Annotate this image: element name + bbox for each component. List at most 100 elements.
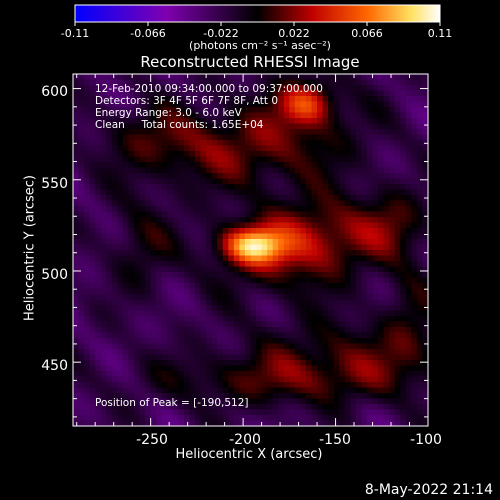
heatmap-cell [172, 74, 179, 81]
heatmap-cell [289, 398, 296, 405]
heatmap-cell [411, 129, 418, 136]
heatmap-cell [222, 178, 229, 185]
heatmap-cell [294, 321, 302, 328]
heatmap-cell [355, 316, 363, 323]
heatmap-cell [278, 420, 285, 427]
heatmap-cell [228, 299, 235, 306]
heatmap-cell [267, 79, 274, 86]
heatmap-cell [89, 140, 96, 147]
heatmap-cell [350, 299, 357, 306]
heatmap-cell [366, 321, 374, 328]
heatmap-cell [366, 167, 374, 174]
heatmap-cell [239, 382, 246, 389]
heatmap-cell [333, 338, 340, 345]
heatmap-cell [89, 332, 96, 339]
heatmap-cell [333, 376, 340, 383]
heatmap-cell [305, 79, 313, 86]
heatmap-cell [283, 393, 290, 400]
heatmap-cell [317, 371, 324, 378]
heatmap-cell [256, 123, 263, 130]
heatmap-cell [389, 195, 396, 202]
heatmap-cell [178, 299, 185, 306]
heatmap-cell [272, 140, 279, 147]
heatmap-cell [172, 261, 179, 268]
heatmap-cell [361, 112, 368, 119]
heatmap-cell [416, 321, 424, 328]
heatmap-cell [317, 349, 324, 356]
heatmap-cell [222, 404, 229, 411]
heatmap-cell [383, 387, 390, 394]
heatmap-cell [394, 277, 401, 284]
heatmap-cell [211, 420, 218, 427]
heatmap-cell [189, 277, 196, 284]
heatmap-cell [383, 382, 390, 389]
heatmap-cell [183, 184, 191, 191]
heatmap-cell [195, 151, 202, 158]
heatmap-cell [289, 365, 296, 372]
heatmap-cell [350, 211, 357, 218]
heatmap-cell [222, 107, 229, 114]
heatmap-cell [305, 261, 313, 268]
heatmap-cell [167, 288, 174, 295]
heatmap-cell [139, 206, 146, 213]
heatmap-cell [95, 222, 102, 229]
heatmap-cell [111, 145, 118, 152]
heatmap-cell [400, 299, 407, 306]
heatmap-cell [100, 206, 107, 213]
heatmap-cell [200, 398, 207, 405]
heatmap-cell [256, 332, 263, 339]
heatmap-cell [139, 316, 146, 323]
heatmap-cell [195, 211, 202, 218]
heatmap-cell [366, 195, 374, 202]
heatmap-cell [339, 107, 346, 114]
heatmap-cell [178, 101, 185, 108]
heatmap-cell [411, 376, 418, 383]
heatmap-cell [311, 151, 318, 158]
heatmap-cell [416, 134, 424, 141]
heatmap-cell [156, 349, 163, 356]
heatmap-cell [389, 118, 396, 125]
heatmap-cell [195, 90, 202, 97]
heatmap-cell [361, 272, 368, 279]
heatmap-cell [416, 409, 424, 416]
heatmap-cell [333, 123, 340, 130]
heatmap-cell [117, 244, 124, 251]
heatmap-cell [217, 277, 224, 284]
heatmap-cell [95, 387, 102, 394]
heatmap-cell [350, 90, 357, 97]
heatmap-cell [372, 277, 379, 284]
heatmap-cell [294, 167, 302, 174]
heatmap-cell [361, 118, 368, 125]
heatmap-cell [239, 222, 246, 229]
heatmap-cell [317, 167, 324, 174]
heatmap-cell [134, 173, 141, 180]
heatmap-cell [89, 162, 96, 169]
heatmap-cell [128, 420, 135, 427]
heatmap-cell [117, 354, 124, 361]
heatmap-cell [89, 398, 96, 405]
heatmap-cell [78, 206, 85, 213]
heatmap-cell [422, 112, 429, 119]
heatmap-cell [383, 376, 390, 383]
heatmap-cell [322, 217, 329, 224]
heatmap-cell [244, 404, 252, 411]
heatmap-cell [389, 189, 396, 196]
heatmap-cell [283, 123, 290, 130]
heatmap-cell [183, 85, 191, 92]
heatmap-cell [350, 151, 357, 158]
heatmap-cell [200, 299, 207, 306]
heatmap-cell [122, 305, 130, 312]
heatmap-cell [389, 327, 396, 334]
heatmap-cell [389, 398, 396, 405]
heatmap-cell [267, 101, 274, 108]
heatmap-cell [73, 244, 80, 251]
heatmap-cell [206, 250, 213, 257]
heatmap-cell [222, 349, 229, 356]
heatmap-cell [405, 393, 412, 400]
heatmap-cell [139, 393, 146, 400]
heatmap-cell [145, 206, 152, 213]
heatmap-cell [122, 393, 130, 400]
heatmap-cell [167, 233, 174, 240]
heatmap-cell [350, 305, 357, 312]
heatmap-cell [84, 222, 91, 229]
